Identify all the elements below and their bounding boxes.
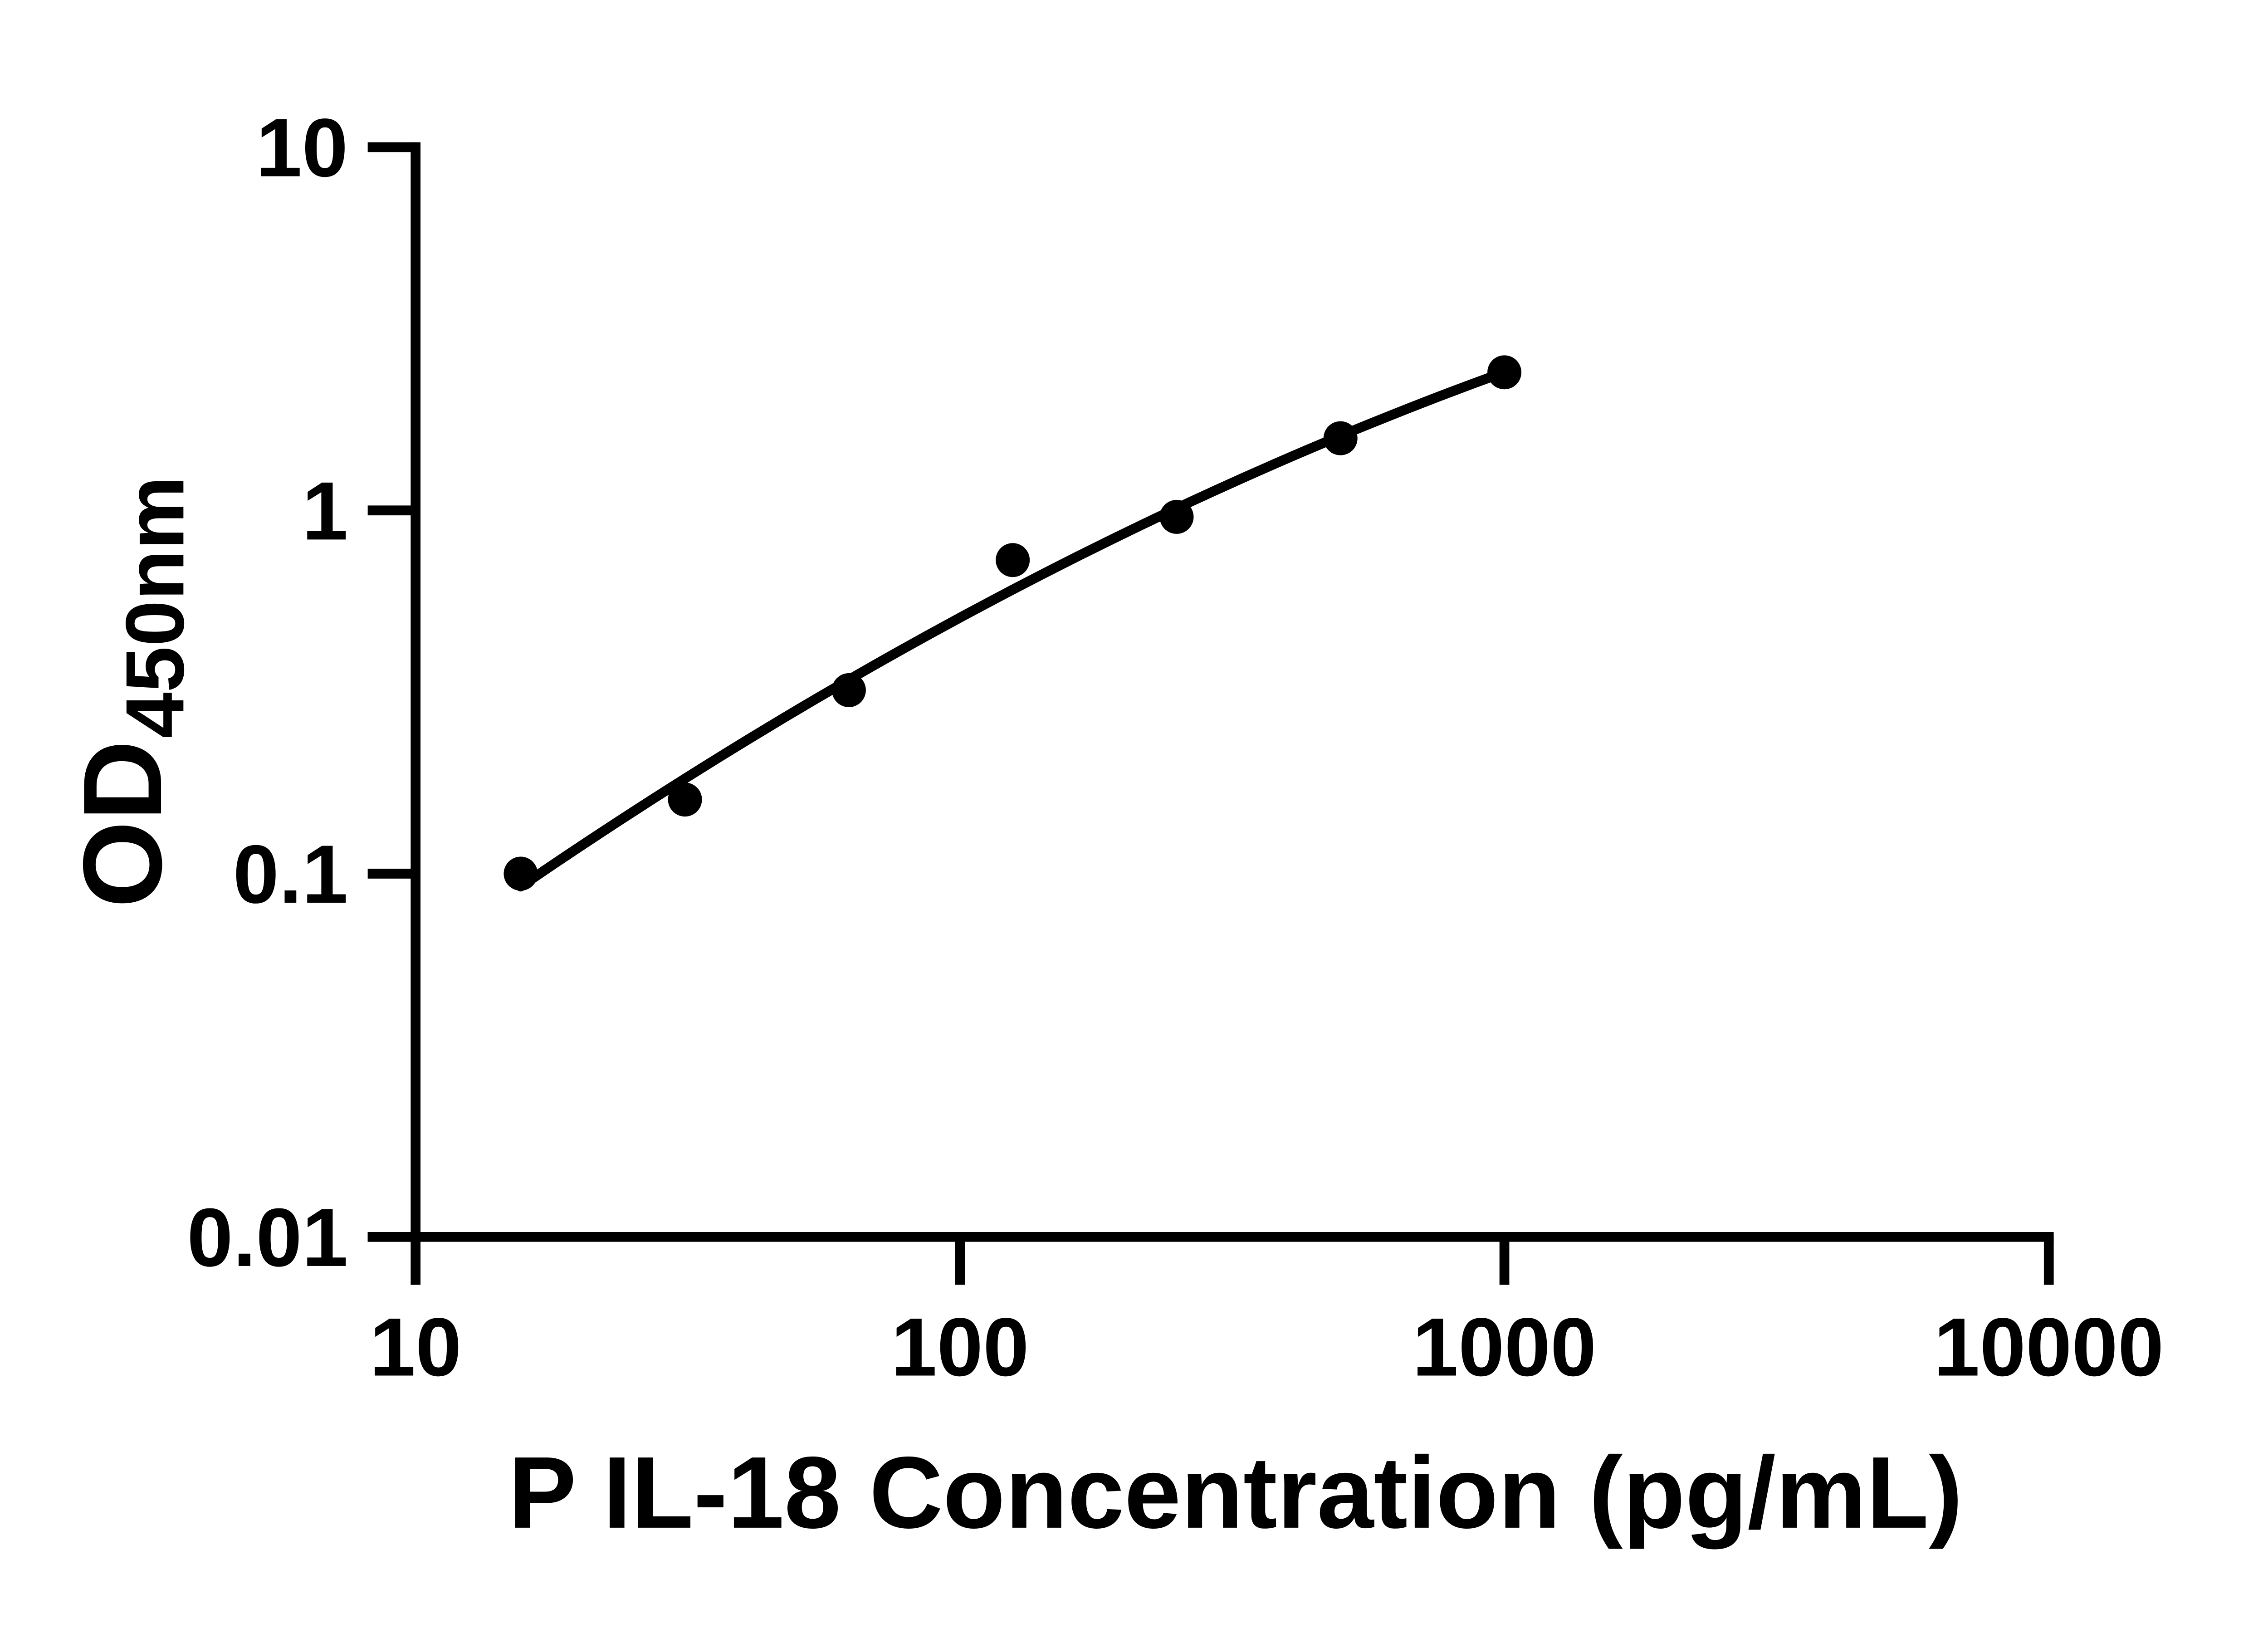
data-point [503,856,538,891]
x-tick-label: 10000 [1934,1301,2164,1393]
axes [367,142,2054,1242]
x-axis-ticks: 10 100 1000 10000 [370,1237,2164,1393]
fit-curve-line [516,367,1510,892]
x-tick-label: 1000 [1413,1301,1597,1393]
y-tick-label: 0.01 [187,1191,348,1284]
y-tick-label: 1 [302,464,348,557]
y-tick-label: 0.1 [233,828,348,920]
x-tick-label: 10 [370,1301,462,1393]
y-axis-title: OD 450nm [60,476,201,908]
data-point [996,543,1030,577]
y-axis-ticks: 10 1 0.1 0.01 [187,102,416,1284]
data-points [503,355,1522,891]
data-point [1159,499,1194,534]
data-point [1487,355,1522,390]
y-axis-title-subscript: 450nm [108,476,201,738]
y-axis-title-main: OD [60,740,185,908]
data-point [668,782,702,817]
x-axis-title: P IL-18 Concentration (pg/mL) [508,1435,1963,1550]
data-point [831,673,866,707]
y-tick-label: 10 [256,102,348,194]
data-point [1323,421,1358,455]
x-tick-label: 100 [891,1301,1029,1393]
